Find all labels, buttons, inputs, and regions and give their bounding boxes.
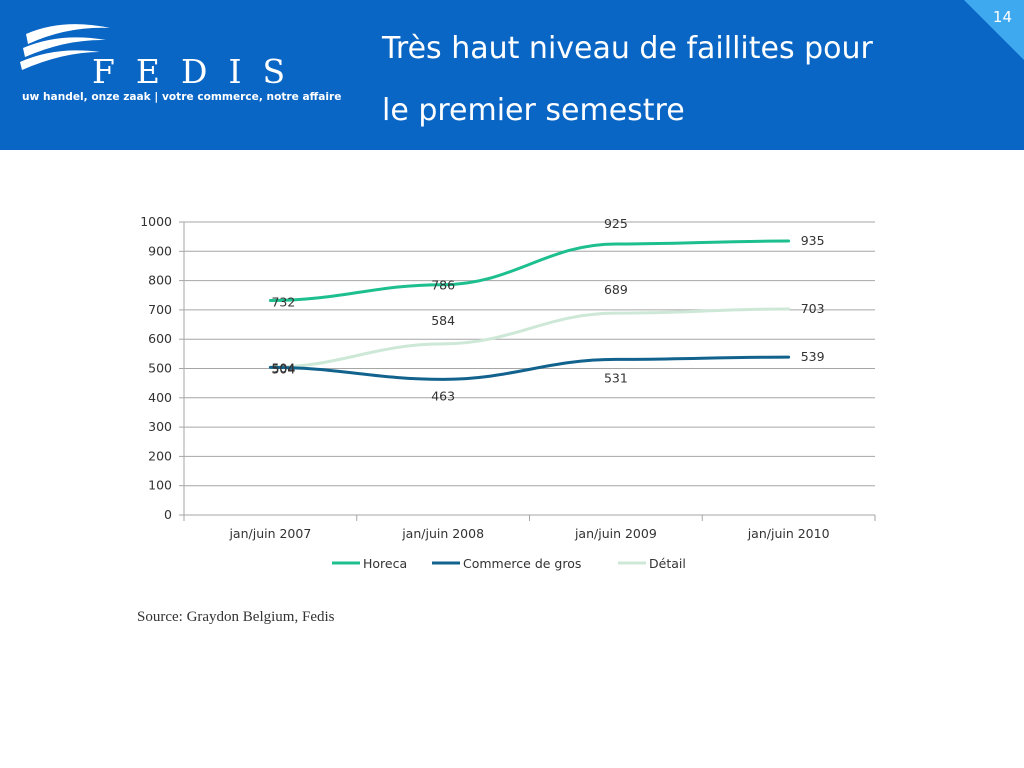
series-line [268,307,791,369]
corner-triangle [964,0,1024,60]
x-tick-label: jan/juin 2007 [228,526,311,541]
y-tick-label: 800 [148,273,172,288]
logo-tagline: uw handel, onze zaak | votre commerce, n… [22,91,342,103]
slide-title: Très haut niveau de faillites pour le pr… [382,18,972,142]
y-tick-label: 600 [148,331,172,346]
y-tick-label: 1000 [140,214,172,229]
data-label: 504 [271,361,295,376]
data-label: 463 [431,388,455,403]
fedis-wave-logo-icon [20,24,110,70]
data-label: 504 [271,360,295,375]
source-note: Source: Graydon Belgium, Fedis [137,609,335,625]
data-label: 689 [604,282,628,297]
y-tick-label: 400 [148,390,172,405]
series-line [268,239,791,303]
y-tick-label: 700 [148,302,172,317]
x-tick-label: jan/juin 2010 [747,526,830,541]
data-label: 584 [431,313,455,328]
data-label: 925 [604,216,628,231]
x-tick-label: jan/juin 2008 [401,526,484,541]
series-line [268,355,791,381]
data-label: 786 [431,278,455,293]
y-tick-label: 900 [148,243,172,258]
y-tick-label: 0 [164,507,172,522]
data-label: 703 [801,301,825,316]
y-tick-label: 100 [148,478,172,493]
data-label: 732 [271,295,295,310]
legend-label: Détail [649,556,686,571]
logo-wordmark: FEDIS [92,52,307,91]
data-label: 935 [801,233,825,248]
legend-label: Commerce de gros [463,556,581,571]
data-label: 539 [801,349,825,364]
data-label: 531 [604,370,628,385]
y-tick-label: 200 [148,448,172,463]
header-banner: FEDIS uw handel, onze zaak | votre comme… [0,0,1024,150]
legend-label: Horeca [363,556,407,571]
page-number: 14 [992,8,1012,26]
slide-title-line-2: le premier semestre [382,93,685,128]
slide-title-line-1: Très haut niveau de faillites pour [382,31,873,66]
y-tick-label: 500 [148,361,172,376]
y-tick-label: 300 [148,419,172,434]
x-tick-label: jan/juin 2009 [574,526,657,541]
